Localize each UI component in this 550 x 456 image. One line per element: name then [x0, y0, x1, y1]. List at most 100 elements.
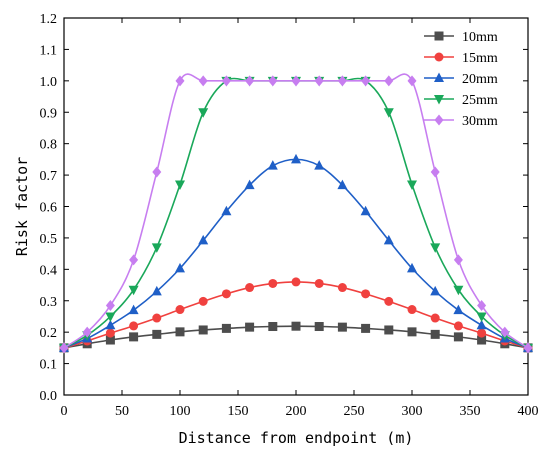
- data-point-10mm: [105, 335, 115, 345]
- x-axis-ticks: 0 50 100 150 200 250 300 350 400: [61, 18, 539, 419]
- data-point-20mm: [314, 160, 325, 170]
- y-tick-label: 0.5: [40, 232, 58, 247]
- legend-item-20mm: 20mm: [424, 72, 498, 87]
- data-point-30mm: [268, 75, 278, 87]
- data-point-30mm: [198, 75, 208, 87]
- data-point-15mm: [268, 278, 278, 288]
- data-point-10mm: [453, 332, 463, 342]
- x-tick-label: 400: [518, 404, 539, 419]
- data-point-15mm: [175, 305, 185, 315]
- data-point-30mm: [82, 326, 92, 338]
- data-point-15mm: [314, 278, 324, 288]
- data-point-20mm: [244, 179, 255, 190]
- data-point-30mm: [337, 75, 347, 87]
- data-point-10mm: [430, 329, 440, 339]
- x-tick-label: 300: [402, 404, 423, 419]
- data-point-10mm: [175, 327, 185, 337]
- y-tick-label: 0.8: [40, 138, 58, 153]
- legend-label: 10mm: [462, 30, 498, 45]
- data-point-30mm: [384, 75, 394, 87]
- legend-swatch-marker: [434, 31, 444, 41]
- data-point-20mm: [291, 153, 301, 164]
- data-point-20mm: [198, 234, 209, 245]
- data-point-25mm: [407, 180, 417, 191]
- data-point-10mm: [407, 327, 417, 337]
- data-point-10mm: [384, 325, 394, 335]
- y-tick-label: 0.1: [40, 358, 58, 373]
- y-axis-title: Risk factor: [13, 157, 31, 256]
- data-point-20mm: [407, 262, 417, 273]
- data-point-10mm: [314, 322, 324, 332]
- data-point-30mm: [221, 75, 231, 87]
- y-tick-label: 1.2: [40, 12, 58, 27]
- data-point-15mm: [291, 277, 301, 287]
- series-layer: [59, 73, 533, 354]
- data-point-20mm: [430, 285, 441, 296]
- data-point-15mm: [361, 289, 371, 299]
- legend-swatch-marker: [434, 114, 444, 126]
- legend-item-30mm: 30mm: [424, 114, 498, 129]
- data-point-30mm: [430, 166, 440, 178]
- legend-swatch-marker: [434, 72, 444, 82]
- x-tick-label: 200: [286, 404, 307, 419]
- x-tick-label: 50: [115, 404, 129, 419]
- legend-label: 25mm: [462, 93, 498, 108]
- data-point-15mm: [221, 289, 231, 299]
- data-point-30mm: [129, 254, 139, 266]
- data-point-30mm: [477, 299, 487, 311]
- data-point-30mm: [361, 75, 371, 87]
- data-point-15mm: [407, 305, 417, 315]
- data-point-20mm: [105, 319, 116, 330]
- data-point-15mm: [245, 283, 255, 293]
- data-point-30mm: [245, 75, 255, 87]
- data-point-15mm: [105, 328, 115, 338]
- legend-swatch-marker: [434, 52, 444, 62]
- data-point-15mm: [430, 313, 440, 323]
- data-point-10mm: [268, 322, 278, 332]
- data-point-10mm: [129, 332, 139, 342]
- data-point-10mm: [361, 323, 371, 333]
- data-point-20mm: [360, 205, 371, 216]
- legend-item-25mm: 25mm: [424, 93, 498, 108]
- data-point-20mm: [337, 179, 348, 190]
- data-point-15mm: [198, 296, 208, 306]
- legend-label: 30mm: [462, 114, 498, 129]
- data-point-15mm: [129, 321, 139, 331]
- data-point-10mm: [245, 322, 255, 332]
- data-point-15mm: [337, 283, 347, 293]
- y-tick-label: 0.4: [40, 263, 58, 278]
- data-point-25mm: [175, 180, 185, 191]
- data-point-20mm: [453, 304, 464, 315]
- data-point-30mm: [291, 75, 301, 87]
- data-point-25mm: [476, 312, 487, 322]
- data-point-20mm: [128, 304, 139, 315]
- series-line-20mm: [63, 158, 529, 349]
- y-axis-ticks: 0.0 0.1 0.2 0.3 0.4 0.5 0.6 0.7 0.8 0.9 1.0 1.1 1.2: [40, 12, 528, 404]
- data-point-10mm: [152, 329, 162, 339]
- data-point-20mm: [151, 285, 162, 296]
- data-point-10mm: [198, 325, 208, 335]
- legend-item-15mm: 15mm: [424, 51, 498, 66]
- data-point-15mm: [384, 296, 394, 306]
- data-point-10mm: [221, 323, 231, 333]
- data-point-25mm: [151, 243, 162, 253]
- data-point-25mm: [383, 108, 394, 118]
- data-point-25mm: [105, 312, 116, 322]
- x-tick-label: 0: [61, 404, 68, 419]
- x-tick-label: 150: [228, 404, 249, 419]
- data-point-30mm: [453, 254, 463, 266]
- y-tick-label: 0.3: [40, 295, 58, 310]
- data-point-30mm: [152, 166, 162, 178]
- y-tick-label: 0.2: [40, 326, 58, 341]
- series-30mm: [59, 73, 533, 354]
- data-point-25mm: [198, 108, 209, 118]
- data-point-10mm: [291, 321, 301, 331]
- x-tick-label: 250: [344, 404, 365, 419]
- data-point-15mm: [477, 328, 487, 338]
- data-point-20mm: [221, 205, 232, 216]
- data-point-30mm: [500, 326, 510, 338]
- data-point-25mm: [128, 285, 139, 296]
- y-tick-label: 1.0: [40, 75, 58, 90]
